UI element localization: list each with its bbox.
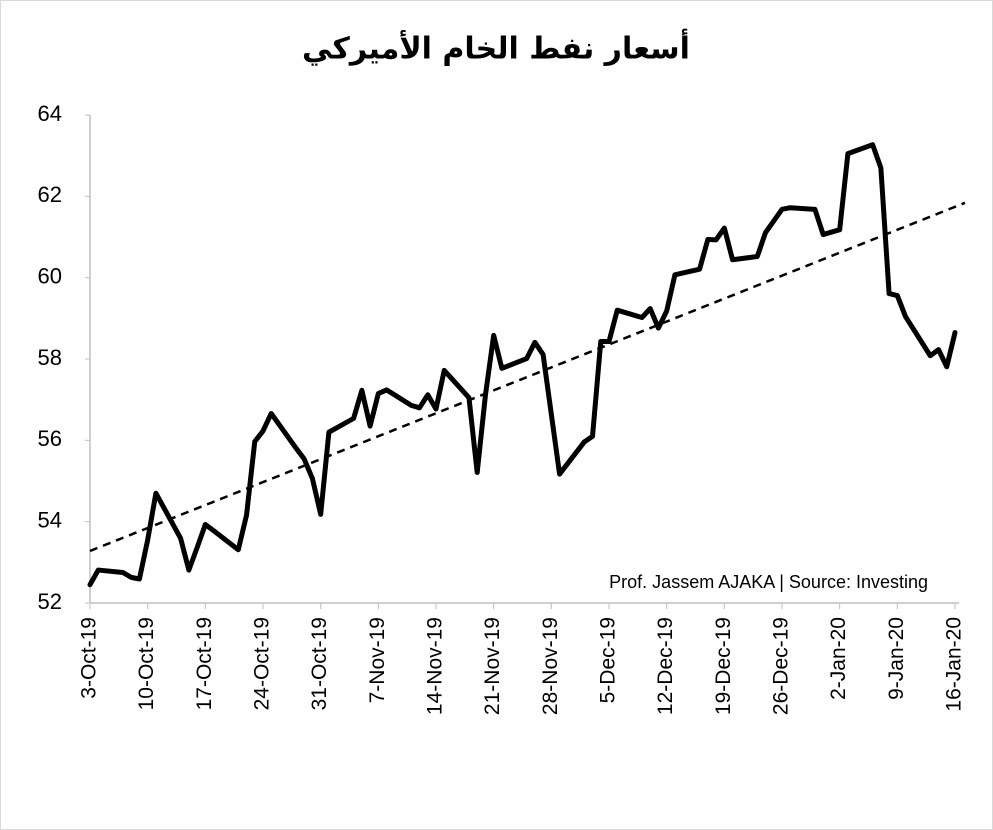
x-tick-label: 10-Oct-19 [135,617,158,710]
annotation: Prof. Jassem AJAKA | Source: Investing [609,572,928,592]
y-tick-label: 60 [38,263,62,288]
x-tick-label: 3-Oct-19 [78,617,101,699]
x-tick-label: 21-Nov-19 [481,617,504,715]
x-tick-label: 14-Nov-19 [424,617,447,715]
y-tick-label: 54 [38,507,62,532]
x-tick-label: 19-Dec-19 [712,617,735,715]
x-tick-label: 28-Nov-19 [539,617,562,715]
x-tick-label: 7-Nov-19 [366,617,389,703]
x-tick-label: 5-Dec-19 [597,617,620,703]
x-tick-label: 31-Oct-19 [308,617,331,710]
x-tick-label: 17-Oct-19 [193,617,216,710]
y-tick-label: 58 [38,345,62,370]
y-tick-label: 62 [38,182,62,207]
y-tick-label: 64 [38,101,62,126]
x-tick-label: 16-Jan-20 [943,617,966,712]
x-tick-label: 12-Dec-19 [654,617,677,715]
x-tick-label: 26-Dec-19 [770,617,793,715]
x-tick-label: 24-Oct-19 [251,617,274,710]
x-tick-label: 9-Jan-20 [885,617,908,700]
y-tick-label: 52 [38,589,62,614]
price-line [87,142,958,588]
x-tick-label: 2-Jan-20 [827,617,850,700]
chart-title: أسعار نفط الخام الأميركي [302,29,690,67]
y-tick-label: 56 [38,426,62,451]
trendline [89,201,966,553]
